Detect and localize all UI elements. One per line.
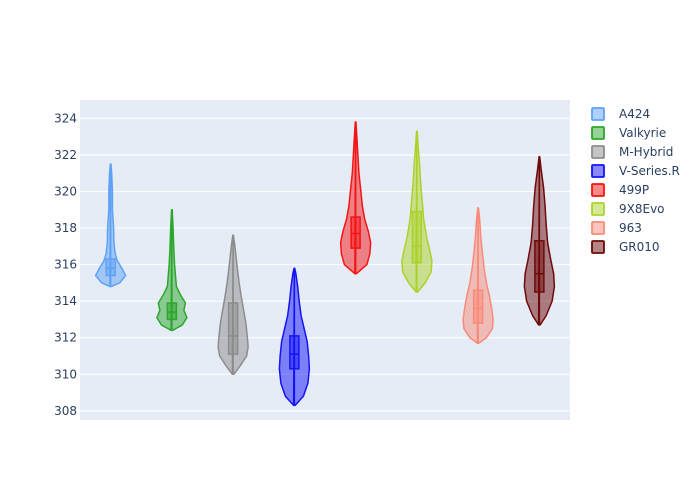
y-tick-label: 318 xyxy=(54,221,77,235)
violin-box xyxy=(289,335,300,370)
violin-box xyxy=(472,289,484,324)
violin-v-series-r xyxy=(278,267,311,407)
legend-item[interactable]: A424 xyxy=(591,107,650,121)
violin-box xyxy=(534,240,545,293)
legend-swatch xyxy=(591,240,605,254)
y-axis: 308 310 312 314 316 318 320 322 324 xyxy=(54,111,77,418)
violin-9x8evo xyxy=(401,130,433,293)
legend-label: V-Series.R xyxy=(619,164,680,178)
legend-label: Valkyrie xyxy=(619,126,666,140)
legend-item[interactable]: 963 xyxy=(591,221,642,235)
y-tick-label: 324 xyxy=(54,111,77,125)
legend-label: M-Hybrid xyxy=(619,145,673,159)
violin-gr010 xyxy=(523,155,556,326)
legend-swatch xyxy=(591,145,605,159)
legend-label: 499P xyxy=(619,183,649,197)
y-tick-label: 320 xyxy=(54,184,77,198)
legend-swatch xyxy=(591,126,605,140)
violin-valkyrie xyxy=(156,208,188,332)
legend-item[interactable]: GR010 xyxy=(591,240,660,254)
y-tick-label: 316 xyxy=(54,258,77,272)
legend-swatch xyxy=(591,107,605,121)
legend-label: A424 xyxy=(619,107,650,121)
legend-item[interactable]: M-Hybrid xyxy=(591,145,673,159)
violin-499p xyxy=(339,121,372,275)
y-tick-label: 312 xyxy=(54,331,77,345)
legend-label: 9X8Evo xyxy=(619,202,665,216)
legend-label: GR010 xyxy=(619,240,660,254)
violin-box xyxy=(105,258,116,277)
y-tick-label: 308 xyxy=(54,404,77,418)
legend-item[interactable]: 499P xyxy=(591,183,649,197)
violin-box xyxy=(411,210,423,264)
legend-swatch xyxy=(591,202,605,216)
legend-item[interactable]: Valkyrie xyxy=(591,126,666,140)
legend-swatch xyxy=(591,221,605,235)
violin-box xyxy=(227,302,239,355)
legend-swatch xyxy=(591,164,605,178)
violin-box xyxy=(166,302,178,321)
violin-963 xyxy=(462,207,494,344)
violin-box xyxy=(350,216,361,249)
y-tick-label: 310 xyxy=(54,367,77,381)
violin-a424 xyxy=(94,163,127,288)
legend-label: 963 xyxy=(619,221,642,235)
y-tick-label: 322 xyxy=(54,148,77,162)
legend-swatch xyxy=(591,183,605,197)
legend-item[interactable]: 9X8Evo xyxy=(591,202,665,216)
legend[interactable]: A424 Valkyrie M-Hybrid V-Series.R 499P 9X8Evo… xyxy=(591,107,680,254)
violin-series xyxy=(94,121,556,407)
legend-item[interactable]: V-Series.R xyxy=(591,164,680,178)
plot-background xyxy=(80,100,570,420)
violin-m-hybrid xyxy=(217,234,249,376)
y-tick-label: 314 xyxy=(54,294,77,308)
